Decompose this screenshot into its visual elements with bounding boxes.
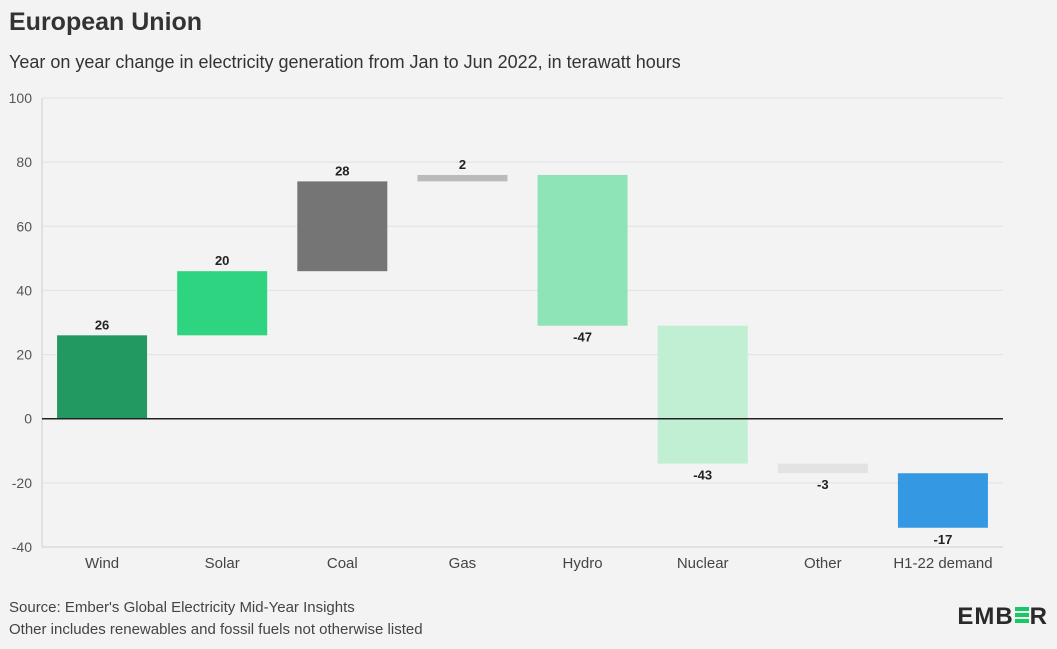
bar-solar <box>177 271 268 336</box>
y-tick-label: 0 <box>24 411 32 427</box>
logo-e-mark <box>1014 605 1029 625</box>
chart-title: European Union <box>9 8 203 36</box>
bar-coal <box>297 181 388 272</box>
data-label-wind: 26 <box>95 317 109 332</box>
x-tick-label-coal: Coal <box>327 555 358 572</box>
ember-logo: EMB R <box>957 603 1048 631</box>
y-axis-ticks: 100 80 60 40 20 0 -20 -40 <box>9 90 33 555</box>
data-label-coal: 28 <box>335 163 349 178</box>
logo-suffix: R <box>1029 603 1048 630</box>
other-note: Other includes renewables and fossil fue… <box>9 621 423 638</box>
y-tick-label: 40 <box>16 282 32 298</box>
footer: Source: Ember's Global Electricity Mid-Y… <box>9 597 423 641</box>
source-note: Source: Ember's Global Electricity Mid-Y… <box>9 599 355 616</box>
y-tick-label: 20 <box>16 347 32 363</box>
data-label-nuclear: -43 <box>693 468 712 483</box>
data-labels: 26 20 28 2 -47 -43 -3 -17 <box>95 157 953 547</box>
x-tick-label-other: Other <box>804 555 842 572</box>
bar-hydro <box>537 174 628 326</box>
y-tick-label: -20 <box>12 475 32 491</box>
waterfall-chart: 100 80 60 40 20 0 -20 -40 26 20 28 2 -47 -43 -3 -17 Wi… <box>9 90 1003 572</box>
data-label-gas: 2 <box>459 157 466 172</box>
bar-nuclear <box>657 325 748 464</box>
bar-gas <box>417 174 508 182</box>
x-tick-label-nuclear: Nuclear <box>677 555 729 572</box>
bar-h1-22-demand <box>897 473 988 528</box>
y-tick-label: -40 <box>12 539 32 555</box>
x-tick-label-gas: Gas <box>449 555 477 572</box>
bar-other <box>777 463 868 474</box>
data-label-hydro: -47 <box>573 330 592 345</box>
y-tick-label: 100 <box>9 90 33 106</box>
x-tick-label-hydro: Hydro <box>563 555 603 572</box>
logo-prefix: EMB <box>957 603 1014 630</box>
bars <box>57 174 988 528</box>
y-tick-label: 80 <box>16 154 32 170</box>
x-tick-label-wind: Wind <box>85 555 119 572</box>
bar-wind <box>57 335 148 419</box>
data-label-solar: 20 <box>215 253 229 268</box>
x-tick-label-h1-22-demand: H1-22 demand <box>893 555 992 572</box>
data-label-h1-22-demand: -17 <box>934 532 953 547</box>
x-axis-ticks: Wind Solar Coal Gas Hydro Nuclear Other H1-22 d… <box>85 555 993 572</box>
data-label-other: -3 <box>817 477 829 492</box>
chart-subtitle: Year on year change in electricity gener… <box>9 52 681 72</box>
x-tick-label-solar: Solar <box>205 555 240 572</box>
y-tick-label: 60 <box>16 218 32 234</box>
